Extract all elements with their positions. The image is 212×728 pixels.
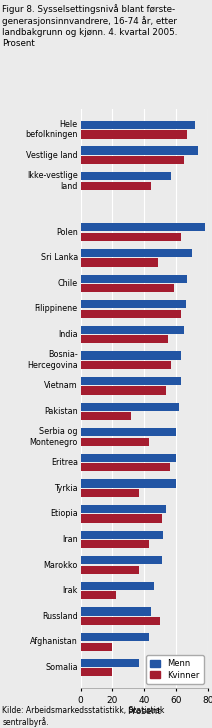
Legend: Menn, Kvinner: Menn, Kvinner bbox=[146, 655, 204, 684]
Bar bbox=[81, 181, 151, 190]
Bar bbox=[81, 488, 139, 497]
Bar bbox=[81, 274, 187, 282]
Bar bbox=[81, 659, 139, 667]
Bar bbox=[81, 156, 184, 164]
Bar bbox=[81, 566, 139, 574]
Bar bbox=[81, 300, 186, 309]
Bar bbox=[81, 121, 195, 129]
X-axis label: Prosent: Prosent bbox=[127, 708, 161, 716]
Bar bbox=[81, 607, 151, 616]
Bar bbox=[81, 556, 162, 564]
Bar bbox=[81, 146, 198, 154]
Bar bbox=[81, 540, 149, 548]
Bar bbox=[81, 249, 192, 257]
Bar bbox=[81, 531, 163, 539]
Bar bbox=[81, 130, 187, 138]
Bar bbox=[81, 438, 149, 446]
Bar bbox=[81, 505, 166, 513]
Bar bbox=[81, 335, 168, 344]
Bar bbox=[81, 515, 162, 523]
Bar bbox=[81, 668, 112, 676]
Bar bbox=[81, 428, 176, 436]
Bar bbox=[81, 223, 205, 232]
Bar bbox=[81, 387, 166, 395]
Bar bbox=[81, 325, 184, 334]
Text: Figur 8. Sysselsettingsnivå blant første-
generasjonsinnvandrere, 16-74 år, ette: Figur 8. Sysselsettingsnivå blant første… bbox=[2, 4, 177, 48]
Bar bbox=[81, 352, 181, 360]
Bar bbox=[81, 617, 160, 625]
Bar bbox=[81, 479, 176, 488]
Bar bbox=[81, 403, 179, 411]
Bar bbox=[81, 412, 131, 420]
Bar bbox=[81, 172, 171, 181]
Bar bbox=[81, 454, 176, 462]
Bar bbox=[81, 258, 158, 266]
Bar bbox=[81, 233, 181, 241]
Bar bbox=[81, 309, 181, 318]
Bar bbox=[81, 463, 170, 472]
Bar bbox=[81, 284, 174, 292]
Text: Kilde: Arbeidsmarkedsstatistikk, Statistisk
sentralbyrå.: Kilde: Arbeidsmarkedsstatistikk, Statist… bbox=[2, 706, 165, 727]
Bar bbox=[81, 377, 181, 385]
Bar bbox=[81, 633, 149, 641]
Bar bbox=[81, 582, 154, 590]
Bar bbox=[81, 591, 116, 599]
Bar bbox=[81, 361, 171, 369]
Bar bbox=[81, 643, 112, 651]
